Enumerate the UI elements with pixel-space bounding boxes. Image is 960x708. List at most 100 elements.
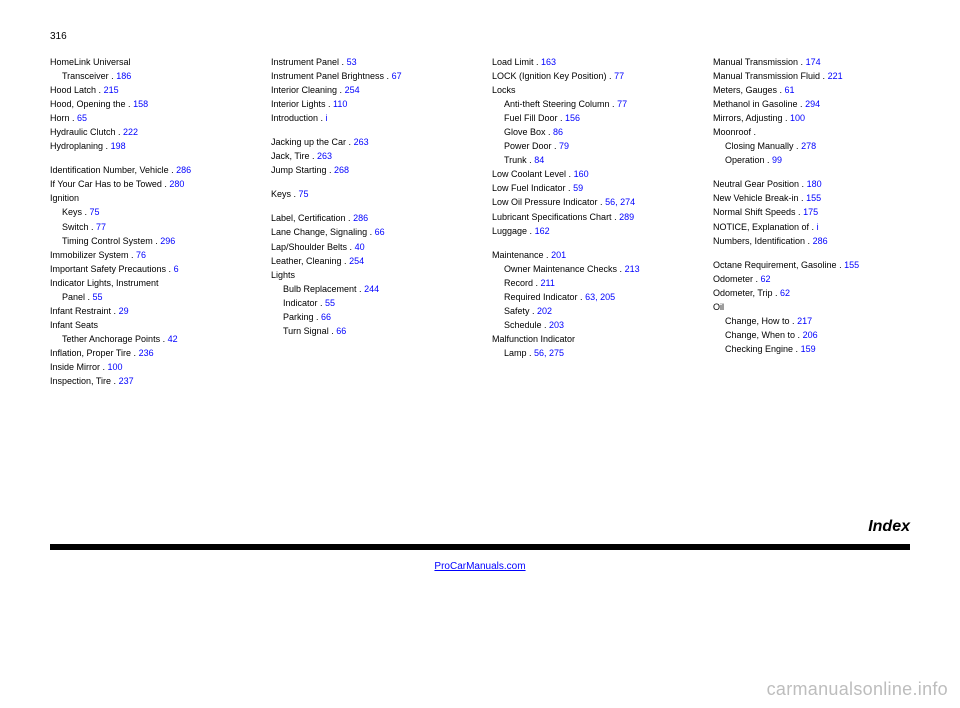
page-ref-link[interactable]: 244 — [364, 284, 379, 294]
page-ref-link[interactable]: 99 — [772, 155, 782, 165]
page-ref-link[interactable]: 254 — [345, 85, 360, 95]
page-ref-link[interactable]: 110 — [333, 99, 347, 109]
footer-url-link[interactable]: ProCarManuals.com — [434, 560, 525, 575]
page-ref-link[interactable]: 55 — [325, 298, 335, 308]
page-ref-link[interactable]: 278 — [801, 141, 816, 151]
page-ref-link[interactable]: 155 — [844, 260, 859, 270]
page-ref-link[interactable]: 286 — [176, 165, 191, 175]
page-ref-link[interactable]: 56, 274 — [605, 197, 635, 207]
page-ref-link[interactable]: 66 — [321, 312, 331, 322]
page-ref-link[interactable]: 79 — [559, 141, 569, 151]
index-subentry: Closing Manually . 278 — [713, 140, 910, 153]
page-ref-link[interactable]: 66 — [336, 326, 346, 336]
index-entry-label: Horn . — [50, 113, 75, 123]
page-ref-link[interactable]: 254 — [349, 256, 364, 266]
index-entry: Load Limit . 163 — [492, 56, 689, 69]
page-ref-link[interactable]: 203 — [549, 320, 564, 330]
page-ref-link[interactable]: 76 — [136, 250, 146, 260]
page-ref-link[interactable]: 280 — [169, 179, 184, 189]
page-ref-link[interactable]: 29 — [119, 306, 129, 316]
page-ref-link[interactable]: 213 — [625, 264, 640, 274]
index-subentry: Owner Maintenance Checks . 213 — [492, 263, 689, 276]
page-ref-link[interactable]: 263 — [354, 137, 369, 147]
page-ref-link[interactable]: 222 — [123, 127, 138, 137]
index-entry: Odometer . 62 — [713, 273, 910, 286]
page-ref-link[interactable]: 159 — [801, 344, 816, 354]
page-ref-link[interactable]: 206 — [803, 330, 818, 340]
page-ref-link[interactable]: 163 — [541, 57, 556, 67]
index-entry-label: Change, When to . — [725, 330, 800, 340]
index-entry-label: Schedule . — [504, 320, 547, 330]
page-ref-link[interactable]: i — [326, 113, 328, 123]
page-ref-link[interactable]: 6 — [174, 264, 179, 274]
page-ref-link[interactable]: 84 — [534, 155, 544, 165]
page-ref-link[interactable]: 294 — [805, 99, 820, 109]
page-ref-link[interactable]: 61 — [785, 85, 795, 95]
page-ref-link[interactable]: 175 — [803, 207, 818, 217]
page-ref-link[interactable]: 286 — [353, 213, 368, 223]
index-entry: Lap/Shoulder Belts . 40 — [271, 241, 468, 254]
page-ref-link[interactable]: 237 — [119, 376, 134, 386]
page-ref-link[interactable]: 202 — [537, 306, 552, 316]
index-entry: Interior Cleaning . 254 — [271, 84, 468, 97]
page-ref-link[interactable]: 155 — [806, 193, 821, 203]
page-ref-link[interactable]: 186 — [116, 71, 131, 81]
page-ref-link[interactable]: 236 — [139, 348, 154, 358]
index-entry: Jack, Tire . 263 — [271, 150, 468, 163]
page-ref-link[interactable]: 174 — [806, 57, 821, 67]
page-ref-link[interactable]: 160 — [574, 169, 589, 179]
page-ref-link[interactable]: 77 — [614, 71, 624, 81]
page-ref-link[interactable]: 289 — [619, 212, 634, 222]
page-ref-link[interactable]: 53 — [347, 57, 357, 67]
index-entry-label: Fuel Fill Door . — [504, 113, 563, 123]
page-ref-link[interactable]: 77 — [617, 99, 627, 109]
index-entry-label: Maintenance . — [492, 250, 549, 260]
page-ref-link[interactable]: 67 — [392, 71, 402, 81]
page-ref-link[interactable]: 75 — [90, 207, 100, 217]
page-ref-link[interactable]: 263 — [317, 151, 332, 161]
page-ref-link[interactable]: 217 — [797, 316, 812, 326]
index-subentry: Bulb Replacement . 244 — [271, 283, 468, 296]
index-entry: Instrument Panel . 53 — [271, 56, 468, 69]
page-ref-link[interactable]: 201 — [551, 250, 566, 260]
page-ref-link[interactable]: 286 — [813, 236, 828, 246]
index-entry-label: Instrument Panel . — [271, 57, 344, 67]
page-ref-link[interactable]: 56, 275 — [534, 348, 564, 358]
page-ref-link[interactable]: 65 — [77, 113, 87, 123]
page-ref-link[interactable]: 77 — [96, 222, 106, 232]
page-number: 316 — [50, 30, 67, 45]
page-ref-link[interactable]: 162 — [535, 226, 550, 236]
page-ref-link[interactable]: 40 — [355, 242, 365, 252]
page-ref-link[interactable]: 100 — [108, 362, 123, 372]
page-ref-link[interactable]: 268 — [334, 165, 349, 175]
page-ref-link[interactable]: i — [817, 222, 819, 232]
index-entry: Jump Starting . 268 — [271, 164, 468, 177]
index-entry: Infant Seats — [50, 319, 247, 332]
page-ref-link[interactable]: 221 — [828, 71, 843, 81]
page-ref-link[interactable]: 55 — [93, 292, 103, 302]
index-entry-label: Normal Shift Speeds . — [713, 207, 801, 217]
page-ref-link[interactable]: 66 — [375, 227, 385, 237]
page-ref-link[interactable]: 180 — [807, 179, 822, 189]
page-ref-link[interactable]: 63, 205 — [585, 292, 615, 302]
index-entry: Odometer, Trip . 62 — [713, 287, 910, 300]
page-ref-link[interactable]: 86 — [553, 127, 563, 137]
page-ref-link[interactable]: 100 — [790, 113, 805, 123]
page-ref-link[interactable]: 75 — [299, 189, 309, 199]
index-entry: Identification Number, Vehicle . 286 — [50, 164, 247, 177]
index-entry: Interior Lights . 110 — [271, 98, 468, 111]
index-entry-label: Indicator Lights, Instrument — [50, 278, 159, 288]
page-ref-link[interactable]: 42 — [168, 334, 178, 344]
page-ref-link[interactable]: 158 — [133, 99, 148, 109]
page-ref-link[interactable]: 62 — [761, 274, 771, 284]
page-ref-link[interactable]: 211 — [541, 278, 555, 288]
page-ref-link[interactable]: 59 — [573, 183, 583, 193]
index-subentry: Schedule . 203 — [492, 319, 689, 332]
page-ref-link[interactable]: 62 — [780, 288, 790, 298]
page-ref-link[interactable]: 198 — [111, 141, 126, 151]
index-subentry: Keys . 75 — [50, 206, 247, 219]
page-ref-link[interactable]: 156 — [565, 113, 580, 123]
page-ref-link[interactable]: 296 — [160, 236, 175, 246]
index-entry-label: Lamp . — [504, 348, 532, 358]
page-ref-link[interactable]: 215 — [104, 85, 119, 95]
